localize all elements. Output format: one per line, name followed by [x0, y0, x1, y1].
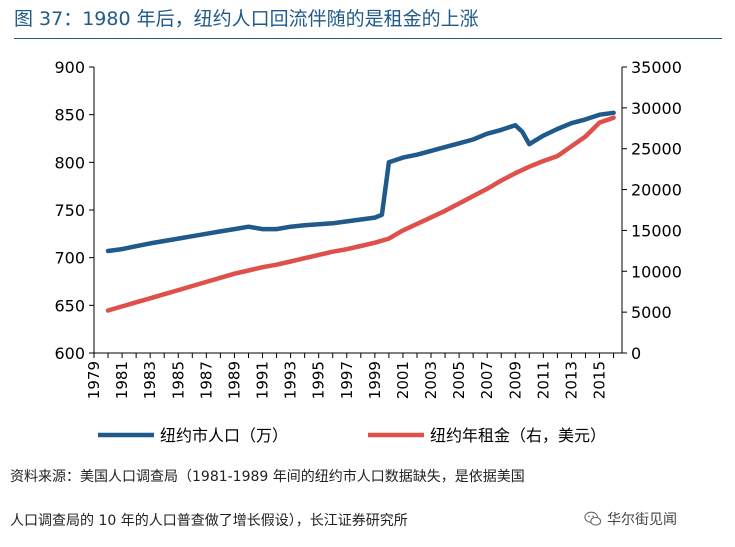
x-tick-label: 1985	[169, 361, 187, 399]
legend-label-population: 纽约市人口（万）	[160, 426, 288, 445]
line-chart: 600 650 700 750 800 850 900 0 5000 10000 15000 2000…	[54, 58, 682, 445]
x-tick-label: 1993	[282, 361, 300, 399]
left-y-tick-label: 900	[54, 58, 85, 77]
x-tick-label: 2009	[506, 361, 524, 399]
x-tick-label: 1983	[141, 361, 159, 399]
figure-title: 图 37：1980 年后，纽约人口回流伴随的是租金的上涨	[14, 8, 479, 30]
x-tick-label: 1981	[113, 361, 131, 399]
right-y-tick-label: 25000	[631, 140, 682, 159]
x-tick-label: 2003	[422, 361, 440, 399]
x-tick-label: 2005	[450, 361, 468, 399]
x-tick-label: 1995	[310, 361, 328, 399]
x-tick-label: 1999	[366, 361, 384, 399]
source-note-line-1: 资料来源：美国人口调查局（1981-1989 年间的纽约市人口数据缺失，是依据美…	[10, 469, 525, 485]
source-note-line-2: 人口调查局的 10 年的人口普查做了增长假设），长江证券研究所	[10, 513, 408, 529]
x-tick-label: 2015	[591, 361, 609, 399]
x-tick-label: 1989	[225, 361, 243, 399]
x-tick-label: 2013	[562, 361, 580, 399]
watermark-text: 华尔街见闻	[607, 512, 677, 528]
x-tick-label: 2007	[478, 361, 496, 399]
right-y-tick-label: 35000	[631, 58, 682, 77]
right-y-tick-label: 10000	[631, 262, 682, 281]
legend-label-rent: 纽约年租金（右，美元）	[430, 426, 606, 445]
left-y-tick-label: 800	[54, 153, 85, 172]
x-tick-label: 1979	[85, 361, 103, 399]
x-tick-label: 1987	[197, 361, 215, 399]
right-y-tick-label: 20000	[631, 181, 682, 200]
left-y-tick-label: 650	[54, 296, 85, 315]
wechat-logo-icon	[584, 511, 602, 526]
left-y-tick-label: 750	[54, 201, 85, 220]
right-y-tick-label: 30000	[631, 99, 682, 118]
x-tick-label: 1997	[338, 361, 356, 399]
rent-series-line	[105, 115, 616, 313]
left-y-tick-label: 850	[54, 106, 85, 125]
right-y-tick-label: 15000	[631, 221, 682, 240]
x-tick-label: 2001	[394, 361, 412, 399]
left-y-tick-label: 600	[54, 344, 85, 363]
watermark: 华尔街见闻	[584, 509, 677, 529]
right-y-tick-label: 0	[631, 344, 641, 363]
x-tick-label: 1991	[254, 361, 272, 399]
title-divider	[14, 38, 722, 39]
right-y-tick-label: 5000	[631, 303, 672, 322]
left-y-tick-label: 700	[54, 249, 85, 268]
population-series-line	[105, 110, 616, 254]
x-tick-label: 2011	[534, 361, 552, 399]
